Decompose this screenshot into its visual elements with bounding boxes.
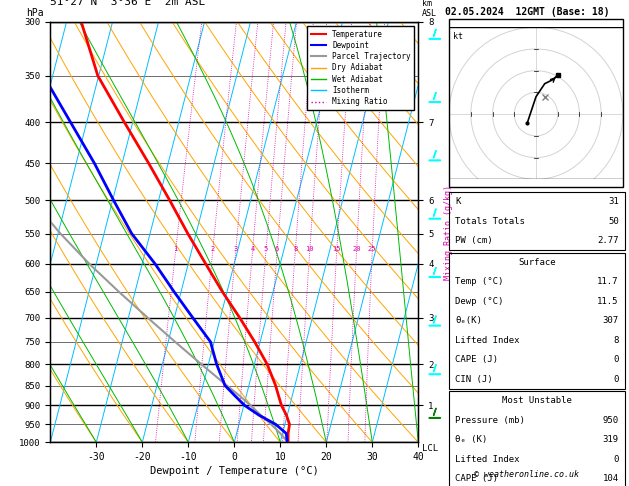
Text: 950: 950 — [603, 416, 619, 425]
Text: CAPE (J): CAPE (J) — [455, 355, 498, 364]
Text: 104: 104 — [603, 474, 619, 483]
Text: 10: 10 — [305, 246, 314, 252]
Bar — [449, 19, 623, 187]
Legend: Temperature, Dewpoint, Parcel Trajectory, Dry Adiabat, Wet Adiabat, Isotherm, Mi: Temperature, Dewpoint, Parcel Trajectory… — [307, 26, 415, 110]
Text: 20: 20 — [352, 246, 360, 252]
Text: 3: 3 — [233, 246, 238, 252]
Text: Totals Totals: Totals Totals — [455, 217, 525, 226]
Text: θₑ(K): θₑ(K) — [455, 316, 482, 325]
Text: Mixing Ratio (g/kg): Mixing Ratio (g/kg) — [444, 185, 453, 279]
Text: PW (cm): PW (cm) — [455, 236, 493, 245]
Text: 8: 8 — [613, 336, 619, 345]
Text: Lifted Index: Lifted Index — [455, 455, 520, 464]
Text: hPa: hPa — [26, 8, 44, 17]
Text: 15: 15 — [332, 246, 341, 252]
Text: 0: 0 — [613, 355, 619, 364]
Text: Most Unstable: Most Unstable — [502, 397, 572, 405]
Text: 6: 6 — [275, 246, 279, 252]
Text: Temp (°C): Temp (°C) — [455, 278, 504, 286]
Bar — [449, 253, 625, 389]
Text: Pressure (mb): Pressure (mb) — [455, 416, 525, 425]
Text: kt: kt — [454, 32, 464, 41]
Text: 31: 31 — [608, 197, 619, 206]
Text: 11.5: 11.5 — [598, 297, 619, 306]
Text: 11.7: 11.7 — [598, 278, 619, 286]
Text: CIN (J): CIN (J) — [455, 375, 493, 383]
X-axis label: Dewpoint / Temperature (°C): Dewpoint / Temperature (°C) — [150, 466, 319, 476]
Text: LCL: LCL — [422, 444, 438, 453]
Text: 1: 1 — [174, 246, 177, 252]
Text: Lifted Index: Lifted Index — [455, 336, 520, 345]
Text: Dewp (°C): Dewp (°C) — [455, 297, 504, 306]
Text: 2.77: 2.77 — [598, 236, 619, 245]
Text: © weatheronline.co.uk: © weatheronline.co.uk — [474, 469, 579, 479]
Text: 02.05.2024  12GMT (Base: 18): 02.05.2024 12GMT (Base: 18) — [445, 7, 609, 17]
Text: K: K — [455, 197, 460, 206]
Text: 25: 25 — [368, 246, 376, 252]
Text: 307: 307 — [603, 316, 619, 325]
Text: 0: 0 — [613, 455, 619, 464]
Text: θₑ (K): θₑ (K) — [455, 435, 487, 444]
Text: 50: 50 — [608, 217, 619, 226]
Text: 51°27'N  3°36'E  2m ASL: 51°27'N 3°36'E 2m ASL — [50, 0, 206, 7]
Text: 4: 4 — [250, 246, 255, 252]
Text: 0: 0 — [613, 375, 619, 383]
Text: 8: 8 — [293, 246, 298, 252]
Text: 319: 319 — [603, 435, 619, 444]
Text: km
ASL: km ASL — [422, 0, 437, 17]
Text: 5: 5 — [264, 246, 268, 252]
Bar — [449, 391, 625, 486]
Text: CAPE (J): CAPE (J) — [455, 474, 498, 483]
Text: 2: 2 — [211, 246, 214, 252]
Bar — [449, 192, 625, 250]
Text: Surface: Surface — [518, 258, 556, 267]
